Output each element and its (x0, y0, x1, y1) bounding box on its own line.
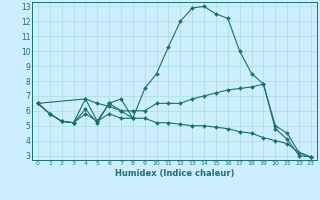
X-axis label: Humidex (Indice chaleur): Humidex (Indice chaleur) (115, 169, 234, 178)
